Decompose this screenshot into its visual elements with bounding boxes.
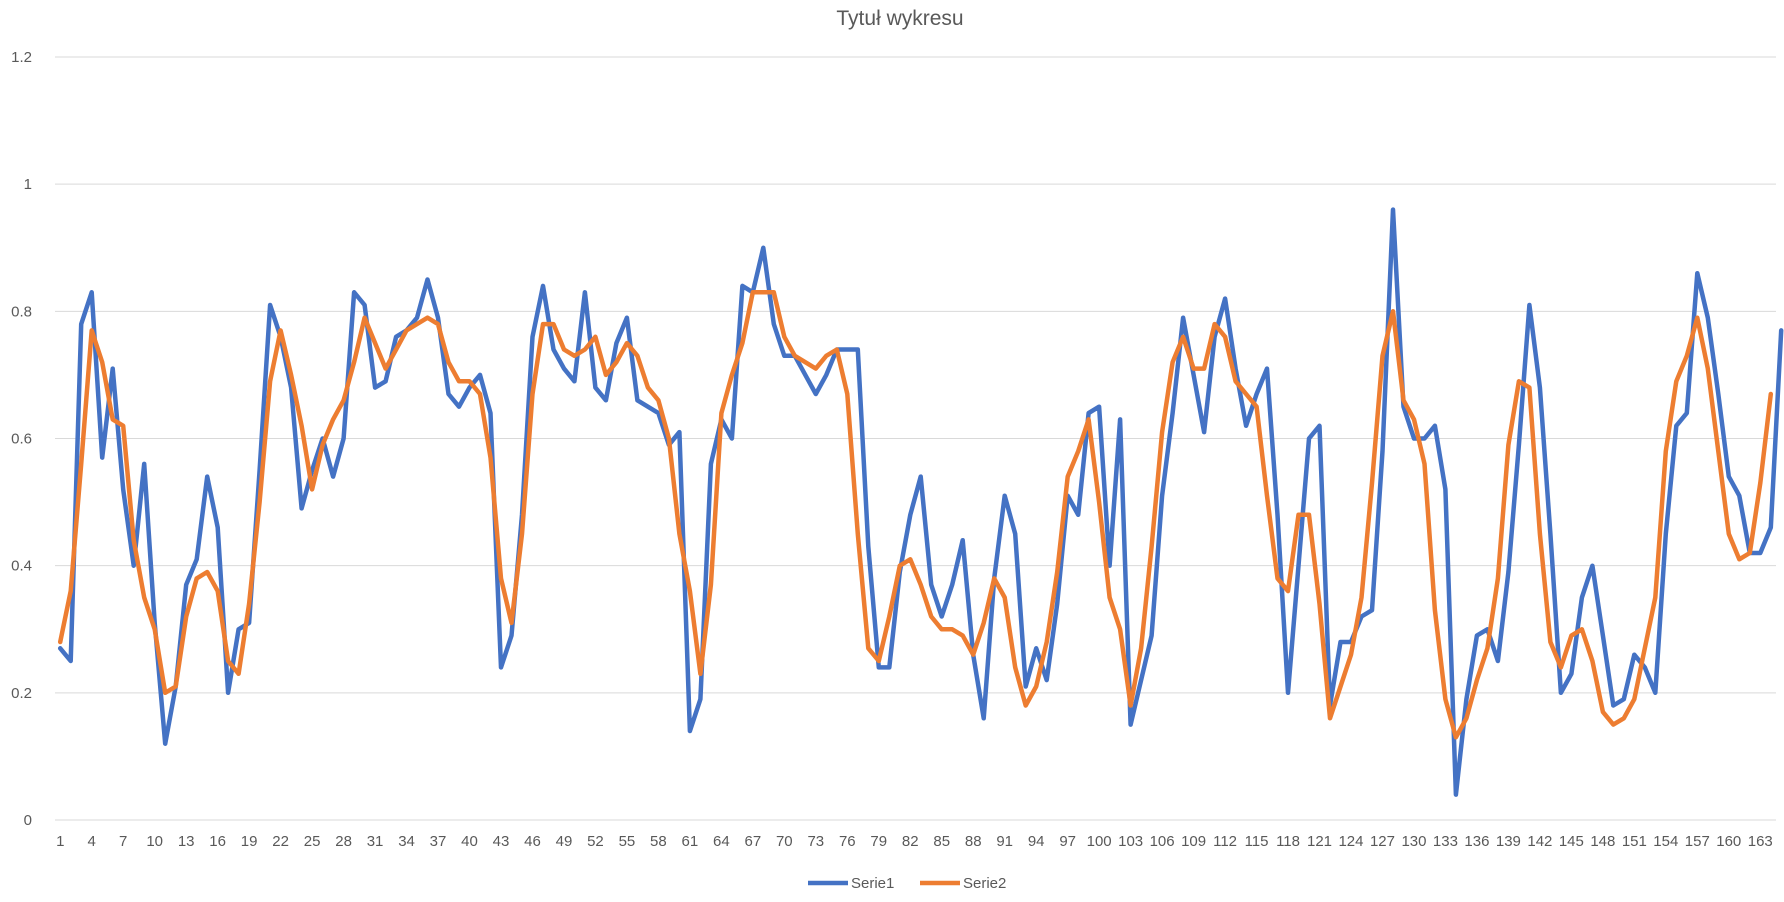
x-tick-label: 67 bbox=[745, 833, 762, 850]
x-tick-label: 163 bbox=[1748, 833, 1773, 850]
y-axis-labels: 0 0.2 0.4 0.6 0.8 1 1.2 bbox=[11, 49, 32, 829]
x-tick-label: 58 bbox=[650, 833, 667, 850]
x-tick-label: 4 bbox=[88, 833, 96, 850]
x-tick-label: 130 bbox=[1401, 833, 1426, 850]
series-line-serie1 bbox=[57, 207, 1784, 797]
x-tick-label: 115 bbox=[1245, 833, 1269, 850]
x-tick-label: 10 bbox=[146, 833, 163, 850]
x-tick-label: 160 bbox=[1716, 833, 1741, 850]
x-tick-label: 133 bbox=[1433, 833, 1458, 850]
x-tick-label: 157 bbox=[1685, 833, 1710, 850]
x-tick-label: 124 bbox=[1338, 833, 1363, 850]
chart-title: Tytuł wykresu bbox=[836, 7, 963, 30]
legend-label: Serie2 bbox=[963, 875, 1006, 892]
x-tick-label: 61 bbox=[682, 833, 699, 850]
x-tick-label: 25 bbox=[304, 833, 321, 850]
x-tick-label: 142 bbox=[1527, 833, 1552, 850]
x-tick-label: 40 bbox=[461, 833, 478, 850]
x-tick-label: 154 bbox=[1653, 833, 1678, 850]
x-tick-label: 88 bbox=[965, 833, 982, 850]
x-tick-label: 145 bbox=[1559, 833, 1584, 850]
x-tick-label: 22 bbox=[272, 833, 289, 850]
legend[interactable]: Serie1 Serie2 bbox=[808, 875, 1006, 892]
x-tick-label: 49 bbox=[556, 833, 573, 850]
x-tick-label: 55 bbox=[619, 833, 636, 850]
x-tick-label: 19 bbox=[241, 833, 258, 850]
x-tick-label: 7 bbox=[119, 833, 127, 850]
x-tick-label: 112 bbox=[1213, 833, 1237, 850]
x-tick-label: 139 bbox=[1496, 833, 1521, 850]
x-tick-label: 76 bbox=[839, 833, 856, 850]
x-tick-label: 43 bbox=[493, 833, 510, 850]
y-tick-label: 0.4 bbox=[11, 558, 32, 575]
x-tick-label: 73 bbox=[807, 833, 824, 850]
x-tick-label: 34 bbox=[398, 833, 415, 850]
x-tick-label: 91 bbox=[996, 833, 1013, 850]
x-tick-label: 148 bbox=[1590, 833, 1615, 850]
x-tick-label: 64 bbox=[713, 833, 730, 850]
x-tick-label: 103 bbox=[1118, 833, 1143, 850]
x-tick-label: 151 bbox=[1622, 833, 1647, 850]
x-tick-label: 118 bbox=[1276, 833, 1300, 850]
y-tick-label: 1.2 bbox=[11, 49, 32, 66]
y-tick-label: 0.6 bbox=[11, 431, 32, 448]
legend-item-serie1[interactable]: Serie1 bbox=[808, 875, 894, 892]
x-tick-label: 94 bbox=[1028, 833, 1045, 850]
x-tick-label: 85 bbox=[933, 833, 950, 850]
x-tick-label: 52 bbox=[587, 833, 604, 850]
x-tick-label: 121 bbox=[1307, 833, 1332, 850]
legend-label: Serie1 bbox=[851, 875, 894, 892]
x-tick-label: 100 bbox=[1087, 833, 1112, 850]
y-tick-label: 0.8 bbox=[11, 303, 32, 320]
y-tick-label: 0 bbox=[24, 812, 32, 829]
x-tick-label: 46 bbox=[524, 833, 541, 850]
x-tick-label: 82 bbox=[902, 833, 919, 850]
x-tick-label: 1 bbox=[56, 833, 64, 850]
x-tick-label: 16 bbox=[209, 833, 226, 850]
series-lines bbox=[57, 207, 1784, 797]
x-tick-label: 13 bbox=[178, 833, 195, 850]
series-line-serie2 bbox=[57, 290, 1774, 740]
x-tick-label: 127 bbox=[1370, 833, 1395, 850]
x-tick-label: 136 bbox=[1464, 833, 1489, 850]
x-tick-label: 109 bbox=[1181, 833, 1206, 850]
x-tick-label: 106 bbox=[1150, 833, 1175, 850]
x-tick-label: 79 bbox=[870, 833, 887, 850]
x-tick-label: 97 bbox=[1059, 833, 1076, 850]
x-tick-label: 28 bbox=[335, 833, 352, 850]
y-tick-label: 0.2 bbox=[11, 685, 32, 702]
x-axis-labels: 1 4 7 10 13 16 19 22 25 28 31 34 37 40 43 46 49 52 55 58 61 6… bbox=[56, 833, 1773, 850]
legend-item-serie2[interactable]: Serie2 bbox=[920, 875, 1006, 892]
x-tick-label: 31 bbox=[367, 833, 384, 850]
x-tick-label: 37 bbox=[430, 833, 447, 850]
y-tick-label: 1 bbox=[24, 176, 32, 193]
x-tick-label: 70 bbox=[776, 833, 793, 850]
